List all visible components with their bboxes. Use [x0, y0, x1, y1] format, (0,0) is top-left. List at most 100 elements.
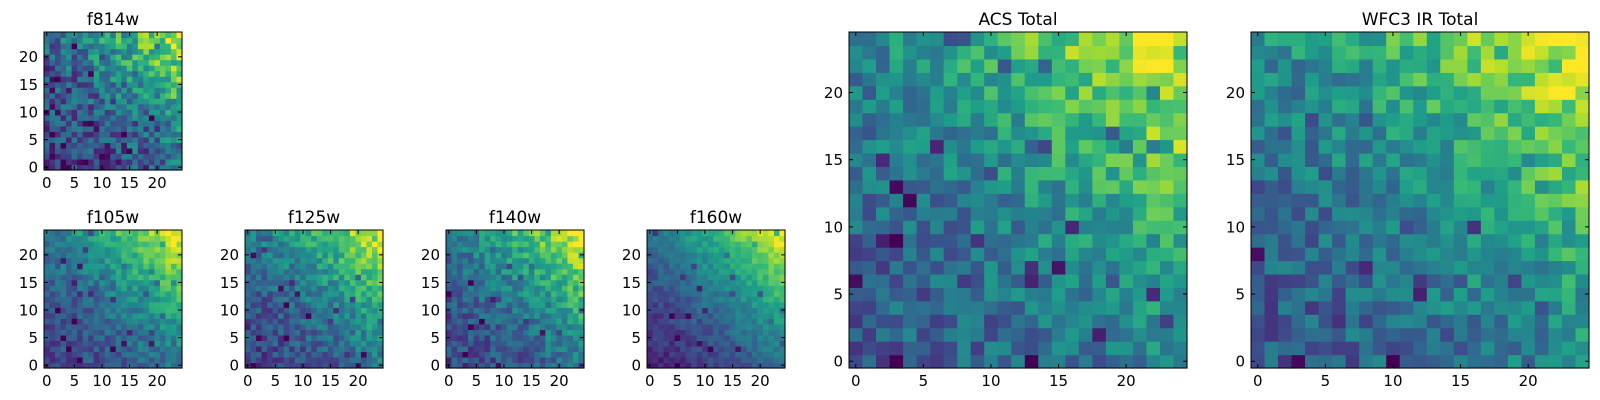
- heatmap-cell: [165, 120, 172, 127]
- heatmap-cell: [1453, 233, 1468, 248]
- heatmap-cell: [647, 274, 654, 281]
- heatmap-cell: [44, 263, 51, 270]
- heatmap-cell: [572, 235, 580, 242]
- heatmap-cell: [1092, 193, 1107, 208]
- heatmap-cell: [1038, 179, 1053, 194]
- heatmap-cell: [267, 257, 274, 264]
- heatmap-cell: [1278, 99, 1293, 114]
- heatmap-cell: [479, 241, 486, 248]
- heatmap-cell: [1305, 260, 1320, 275]
- heatmap-cell: [338, 329, 345, 336]
- heatmap-cell: [322, 329, 329, 336]
- heatmap-cell: [713, 268, 720, 275]
- heatmap-cell: [674, 345, 681, 353]
- heatmap-cell: [663, 345, 670, 353]
- heatmap-cell: [126, 246, 133, 253]
- heatmap-cell: [768, 296, 775, 303]
- heatmap-cell: [1413, 220, 1428, 235]
- heatmap-cell: [1078, 32, 1093, 47]
- heatmap-cell: [71, 98, 78, 105]
- heatmap-cell: [137, 120, 144, 127]
- heatmap-cell: [71, 43, 78, 50]
- heatmap-cell: [490, 312, 497, 319]
- heatmap-cell: [479, 235, 486, 242]
- heatmap-cell: [1264, 300, 1279, 315]
- heatmap-cell: [77, 257, 84, 264]
- heatmap-cell: [1119, 233, 1134, 248]
- heatmap-cell: [1119, 85, 1134, 100]
- heatmap-cell: [165, 70, 172, 77]
- heatmap-cell: [360, 268, 368, 275]
- heatmap-cell: [1575, 152, 1590, 167]
- heatmap-cell: [294, 329, 301, 336]
- heatmap-cell: [60, 76, 67, 83]
- heatmap-cell: [137, 59, 144, 66]
- heatmap-cell: [1105, 126, 1120, 141]
- heatmap-cell: [60, 268, 67, 275]
- heatmap-cell: [1480, 247, 1495, 262]
- heatmap-cell: [1291, 260, 1306, 275]
- heatmap-cell: [663, 230, 670, 237]
- heatmap-cell: [707, 241, 714, 248]
- heatmap-cell: [957, 260, 972, 275]
- heatmap-cell: [957, 287, 972, 302]
- heatmap-cell: [1305, 72, 1320, 87]
- heatmap-cell: [1548, 206, 1563, 221]
- heatmap-cell: [143, 351, 150, 358]
- heatmap-cell: [468, 296, 475, 303]
- heatmap-cell: [132, 120, 139, 127]
- heatmap-cell: [997, 72, 1012, 87]
- heatmap-cell: [77, 32, 84, 39]
- heatmap-cell: [1467, 327, 1482, 342]
- heatmap-cell: [773, 362, 781, 369]
- heatmap-cell: [751, 312, 758, 319]
- heatmap-cell: [1065, 85, 1080, 100]
- heatmap-cell: [256, 290, 263, 297]
- heatmap-cell: [93, 153, 100, 160]
- heatmap-cell: [1291, 58, 1306, 73]
- heatmap-cell: [137, 65, 144, 72]
- heatmap-cell: [550, 241, 557, 248]
- heatmap-cell: [104, 296, 111, 303]
- heatmap-cell: [278, 235, 285, 242]
- heatmap-cell: [176, 329, 183, 336]
- heatmap-cell: [126, 241, 133, 248]
- heatmap-cell: [1173, 273, 1188, 288]
- heatmap-cell: [1521, 166, 1536, 181]
- heatmap-cell: [1345, 99, 1360, 114]
- heatmap-cell: [1521, 273, 1536, 288]
- heatmap-cell: [680, 235, 687, 242]
- heatmap-cell: [66, 334, 73, 341]
- heatmap-cell: [143, 318, 150, 325]
- heatmap-cell: [506, 312, 513, 319]
- heatmap-cell: [159, 345, 167, 353]
- heatmap-cell: [165, 103, 172, 110]
- heatmap-cell: [66, 307, 73, 314]
- heatmap-cell: [366, 285, 373, 292]
- heatmap-cell: [49, 356, 56, 364]
- heatmap-cell: [71, 323, 78, 330]
- heatmap-cell: [997, 314, 1012, 329]
- heatmap-cell: [66, 252, 73, 259]
- heatmap-cell: [77, 147, 84, 155]
- heatmap-cell: [88, 136, 95, 143]
- heatmap-cell: [1507, 260, 1522, 275]
- heatmap-cell: [1494, 126, 1509, 141]
- heatmap-cell: [371, 290, 379, 297]
- heatmap-cell: [702, 241, 709, 248]
- heatmap-cell: [691, 362, 698, 369]
- heatmap-cell: [132, 158, 139, 166]
- heatmap-cell: [849, 45, 864, 60]
- heatmap-cell: [740, 274, 747, 281]
- heatmap-cell: [159, 323, 167, 330]
- heatmap-cell: [512, 279, 519, 286]
- heatmap-cell: [663, 246, 670, 253]
- heatmap-cell: [446, 301, 453, 308]
- heatmap-cell: [305, 257, 312, 264]
- heatmap-cell: [490, 351, 497, 358]
- heatmap-cell: [1051, 341, 1066, 356]
- heatmap-cell: [1453, 85, 1468, 100]
- heatmap-cell: [132, 59, 139, 66]
- heatmap-cell: [93, 241, 100, 248]
- heatmap-cell: [99, 246, 106, 253]
